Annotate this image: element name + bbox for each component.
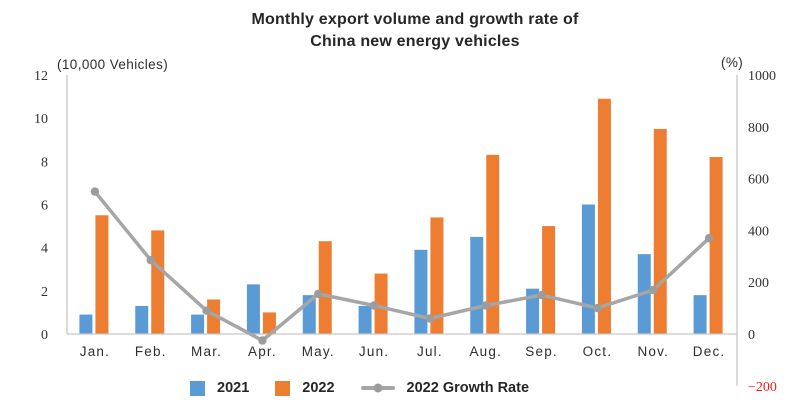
month-label-Jan: Jan. xyxy=(80,344,110,359)
chart-title-line2: China new energy vehicles xyxy=(310,33,520,50)
right-axis-tick-1000: 1000 xyxy=(748,69,776,84)
growth-rate-point-Apr xyxy=(258,336,267,345)
month-label-Oct: Oct. xyxy=(583,344,613,359)
bar-2021-Dec xyxy=(693,295,707,334)
month-label-Feb: Feb. xyxy=(135,344,167,359)
left-axis-tick-6: 6 xyxy=(41,199,48,214)
month-label-Nov: Nov. xyxy=(637,344,669,359)
left-axis-unit-label: (10,000 Vehicles) xyxy=(57,57,168,72)
right-axis-tick-800: 800 xyxy=(748,121,769,136)
bar-2022-Sep xyxy=(542,226,556,334)
legend-item-growth-rate: 2022 Growth Rate xyxy=(360,380,530,396)
right-axis-unit-label: (%) xyxy=(721,55,743,70)
right-axis-tick-400: 400 xyxy=(748,224,769,239)
growth-rate-point-Jul xyxy=(425,314,435,323)
chart-title-line1: Monthly export volume and growth rate of xyxy=(251,11,579,28)
bar-2021-Jan xyxy=(79,314,93,334)
left-axis-tick-8: 8 xyxy=(41,155,48,170)
right-axis-tick-200: 200 xyxy=(748,276,769,291)
growth-rate-point-Aug xyxy=(481,301,490,310)
bar-2021-Sep xyxy=(526,288,540,334)
legend: 2021 2022 2022 Growth Rate xyxy=(190,377,529,399)
legend-item-2021: 2021 xyxy=(190,380,249,396)
month-label-Dec: Dec. xyxy=(693,344,726,359)
left-axis-tick-2: 2 xyxy=(41,285,48,300)
bar-2021-Jul xyxy=(414,249,428,334)
left-axis-tick-10: 10 xyxy=(34,112,48,127)
chart-title: Monthly export volume and growth rate of… xyxy=(30,9,800,53)
growth-rate-point-Feb xyxy=(146,256,155,265)
bar-2021-Feb xyxy=(135,305,149,334)
month-label-Sep: Sep. xyxy=(525,344,558,359)
bar-2022-Jul xyxy=(430,217,444,334)
legend-label-2022: 2022 xyxy=(302,380,335,396)
bar-2022-Nov xyxy=(653,128,667,334)
bar-2021-Apr xyxy=(246,284,260,334)
legend-swatch-2022 xyxy=(275,380,291,396)
left-axis-tick-0: 0 xyxy=(41,328,48,343)
growth-rate-point-Sep xyxy=(537,290,546,300)
month-label-Aug: Aug. xyxy=(469,344,502,359)
growth-rate-point-Oct xyxy=(593,303,602,313)
bar-2022-Mar xyxy=(207,299,221,334)
left-axis-tick-12: 12 xyxy=(34,69,48,84)
growth-rate-line xyxy=(93,189,711,343)
legend-label-growth-rate: 2022 Growth Rate xyxy=(406,380,530,396)
bar-2022-Feb xyxy=(151,230,165,334)
month-label-May: May. xyxy=(302,344,335,359)
bar-2022-May xyxy=(318,241,332,334)
growth-rate-point-Mar xyxy=(202,306,211,315)
bar-2022-Jun xyxy=(374,273,388,334)
bar-2021-Jun xyxy=(358,305,372,334)
month-label-Apr: Apr. xyxy=(248,344,277,359)
bar-2022-Aug xyxy=(486,154,500,334)
right-axis-tick-0: 0 xyxy=(748,328,755,343)
bar-2022-Oct xyxy=(597,98,611,334)
growth-rate-point-Jun xyxy=(369,301,379,310)
bar-2022-Apr xyxy=(262,312,276,334)
growth-rate-point-Jan xyxy=(90,187,100,196)
right-axis-tick--200: −200 xyxy=(748,380,777,395)
left-axis-tick-4: 4 xyxy=(41,242,48,257)
bar-2021-Mar xyxy=(191,314,205,334)
growth-rate-point-May xyxy=(314,289,323,299)
month-label-Jul: Jul. xyxy=(417,344,443,359)
bar-2021-Aug xyxy=(470,236,484,334)
bar-2022-Dec xyxy=(709,157,723,334)
growth-rate-point-Dec xyxy=(704,234,714,243)
month-label-Mar: Mar. xyxy=(191,344,222,359)
growth-rate-point-Nov xyxy=(649,285,658,295)
bar-2021-Oct xyxy=(581,204,595,334)
bar-2022-Jan xyxy=(95,215,109,334)
legend-label-2021: 2021 xyxy=(217,380,250,396)
legend-line-marker-icon xyxy=(360,383,395,393)
legend-swatch-2021 xyxy=(190,380,205,396)
month-label-Jun: Jun. xyxy=(359,344,389,359)
right-axis-tick-600: 600 xyxy=(748,173,769,188)
legend-item-2022: 2022 xyxy=(275,380,335,396)
